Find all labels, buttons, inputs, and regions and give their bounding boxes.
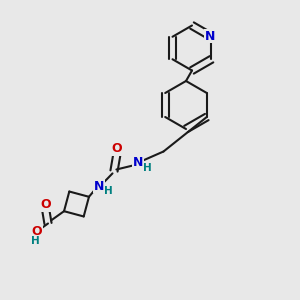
- Text: N: N: [205, 30, 215, 43]
- Text: H: H: [142, 163, 152, 173]
- Text: N: N: [133, 156, 143, 169]
- Text: O: O: [112, 142, 122, 155]
- Text: H: H: [31, 236, 40, 246]
- Text: O: O: [31, 225, 42, 239]
- Text: O: O: [40, 198, 51, 212]
- Text: H: H: [103, 186, 112, 197]
- Text: N: N: [94, 179, 104, 193]
